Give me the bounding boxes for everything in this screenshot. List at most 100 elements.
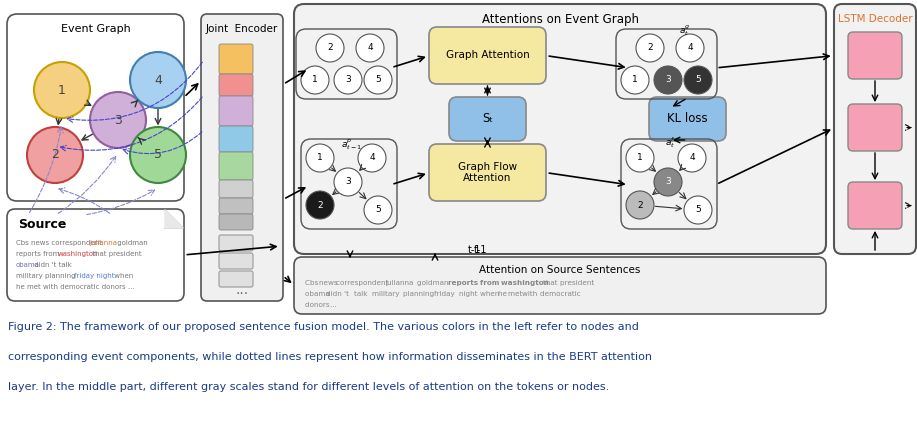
- Text: met: met: [508, 291, 525, 297]
- Text: 3: 3: [665, 178, 671, 187]
- Circle shape: [364, 66, 392, 94]
- Text: 2: 2: [317, 200, 323, 209]
- Text: LSTM Decoder: LSTM Decoder: [838, 14, 912, 24]
- FancyBboxPatch shape: [219, 180, 253, 198]
- Circle shape: [654, 168, 682, 196]
- FancyBboxPatch shape: [834, 4, 916, 254]
- Circle shape: [27, 127, 83, 183]
- Text: 2: 2: [327, 43, 333, 52]
- Text: he met with democratic donors ...: he met with democratic donors ...: [16, 284, 135, 290]
- Text: ...: ...: [236, 283, 249, 297]
- Text: 2: 2: [647, 43, 653, 52]
- Text: Attention on Source Sentences: Attention on Source Sentences: [480, 265, 641, 275]
- Text: $a^{g}_{t}$: $a^{g}_{t}$: [679, 23, 691, 38]
- Text: ...: ...: [329, 302, 338, 308]
- Circle shape: [334, 66, 362, 94]
- Text: 2: 2: [637, 200, 643, 209]
- FancyBboxPatch shape: [848, 104, 902, 151]
- Text: that president: that president: [90, 251, 141, 257]
- Circle shape: [626, 191, 654, 219]
- Text: 1: 1: [637, 154, 643, 163]
- Text: 4: 4: [370, 154, 375, 163]
- Text: donors: donors: [305, 302, 332, 308]
- FancyBboxPatch shape: [848, 182, 902, 229]
- FancyBboxPatch shape: [219, 271, 253, 287]
- Text: night: night: [459, 291, 480, 297]
- FancyBboxPatch shape: [7, 209, 184, 301]
- FancyBboxPatch shape: [219, 126, 253, 152]
- Circle shape: [306, 144, 334, 172]
- FancyBboxPatch shape: [219, 74, 253, 96]
- Circle shape: [356, 34, 384, 62]
- Text: 2: 2: [51, 148, 59, 161]
- Circle shape: [678, 144, 706, 172]
- Text: planning: planning: [403, 291, 436, 297]
- Text: Joint  Encoder: Joint Encoder: [206, 24, 278, 34]
- Text: military: military: [371, 291, 402, 297]
- Text: reports from: reports from: [16, 251, 61, 257]
- Circle shape: [684, 196, 712, 224]
- Text: that: that: [543, 280, 560, 286]
- FancyBboxPatch shape: [429, 27, 546, 84]
- Text: t-1: t-1: [469, 245, 481, 255]
- Text: 4: 4: [154, 73, 162, 87]
- FancyBboxPatch shape: [219, 198, 253, 214]
- Text: julianna: julianna: [385, 280, 416, 286]
- FancyBboxPatch shape: [219, 214, 253, 230]
- Text: 5: 5: [695, 76, 701, 85]
- Text: Attentions on Event Graph: Attentions on Event Graph: [481, 12, 638, 25]
- Text: president: president: [560, 280, 597, 286]
- Text: talk: talk: [354, 291, 370, 297]
- Text: didn 't talk: didn 't talk: [32, 262, 72, 268]
- Circle shape: [90, 92, 146, 148]
- Text: washington: washington: [501, 280, 551, 286]
- Text: 4: 4: [687, 43, 693, 52]
- Text: corresponding event components, while dotted lines represent how information dis: corresponding event components, while do…: [8, 352, 652, 362]
- Text: obama: obama: [16, 262, 39, 268]
- Text: Cbs: Cbs: [305, 280, 321, 286]
- Circle shape: [358, 144, 386, 172]
- Circle shape: [306, 191, 334, 219]
- Text: goldman: goldman: [417, 280, 451, 286]
- Text: 5: 5: [154, 148, 162, 161]
- Text: military planning: military planning: [16, 273, 78, 279]
- Text: $a^{p}_{t-1}$: $a^{p}_{t-1}$: [341, 137, 362, 152]
- Text: Event Graph: Event Graph: [61, 24, 130, 34]
- Circle shape: [621, 66, 649, 94]
- Text: 1: 1: [632, 76, 638, 85]
- Circle shape: [654, 66, 682, 94]
- Circle shape: [130, 52, 186, 108]
- FancyBboxPatch shape: [219, 253, 253, 269]
- FancyBboxPatch shape: [201, 14, 283, 301]
- Text: obama: obama: [305, 291, 332, 297]
- Text: friday: friday: [435, 291, 458, 297]
- Text: julianna: julianna: [90, 240, 117, 246]
- Text: 3: 3: [345, 76, 351, 85]
- Text: KL loss: KL loss: [668, 112, 708, 126]
- Circle shape: [34, 62, 90, 118]
- Text: 't: 't: [344, 291, 350, 297]
- Text: 5: 5: [375, 205, 381, 214]
- Circle shape: [130, 127, 186, 183]
- FancyBboxPatch shape: [449, 97, 526, 141]
- Circle shape: [636, 34, 664, 62]
- Circle shape: [676, 34, 704, 62]
- Text: 4: 4: [690, 154, 695, 163]
- Text: correspondent: correspondent: [337, 280, 392, 286]
- Circle shape: [301, 66, 329, 94]
- FancyBboxPatch shape: [219, 96, 253, 126]
- Text: Cbs news correspondent: Cbs news correspondent: [16, 240, 105, 246]
- Text: Graph Flow
Attention: Graph Flow Attention: [458, 162, 517, 183]
- Text: democratic: democratic: [539, 291, 582, 297]
- FancyBboxPatch shape: [7, 14, 184, 201]
- Circle shape: [626, 144, 654, 172]
- Circle shape: [316, 34, 344, 62]
- Text: Figure 2: The framework of our proposed sentence fusion model. The various color: Figure 2: The framework of our proposed …: [8, 322, 639, 332]
- Circle shape: [684, 66, 712, 94]
- Text: reports: reports: [448, 280, 481, 286]
- Text: Sₜ: Sₜ: [482, 112, 493, 126]
- Text: Source: Source: [18, 218, 66, 230]
- Text: he: he: [498, 291, 509, 297]
- Text: when: when: [480, 291, 502, 297]
- Text: from: from: [480, 280, 502, 286]
